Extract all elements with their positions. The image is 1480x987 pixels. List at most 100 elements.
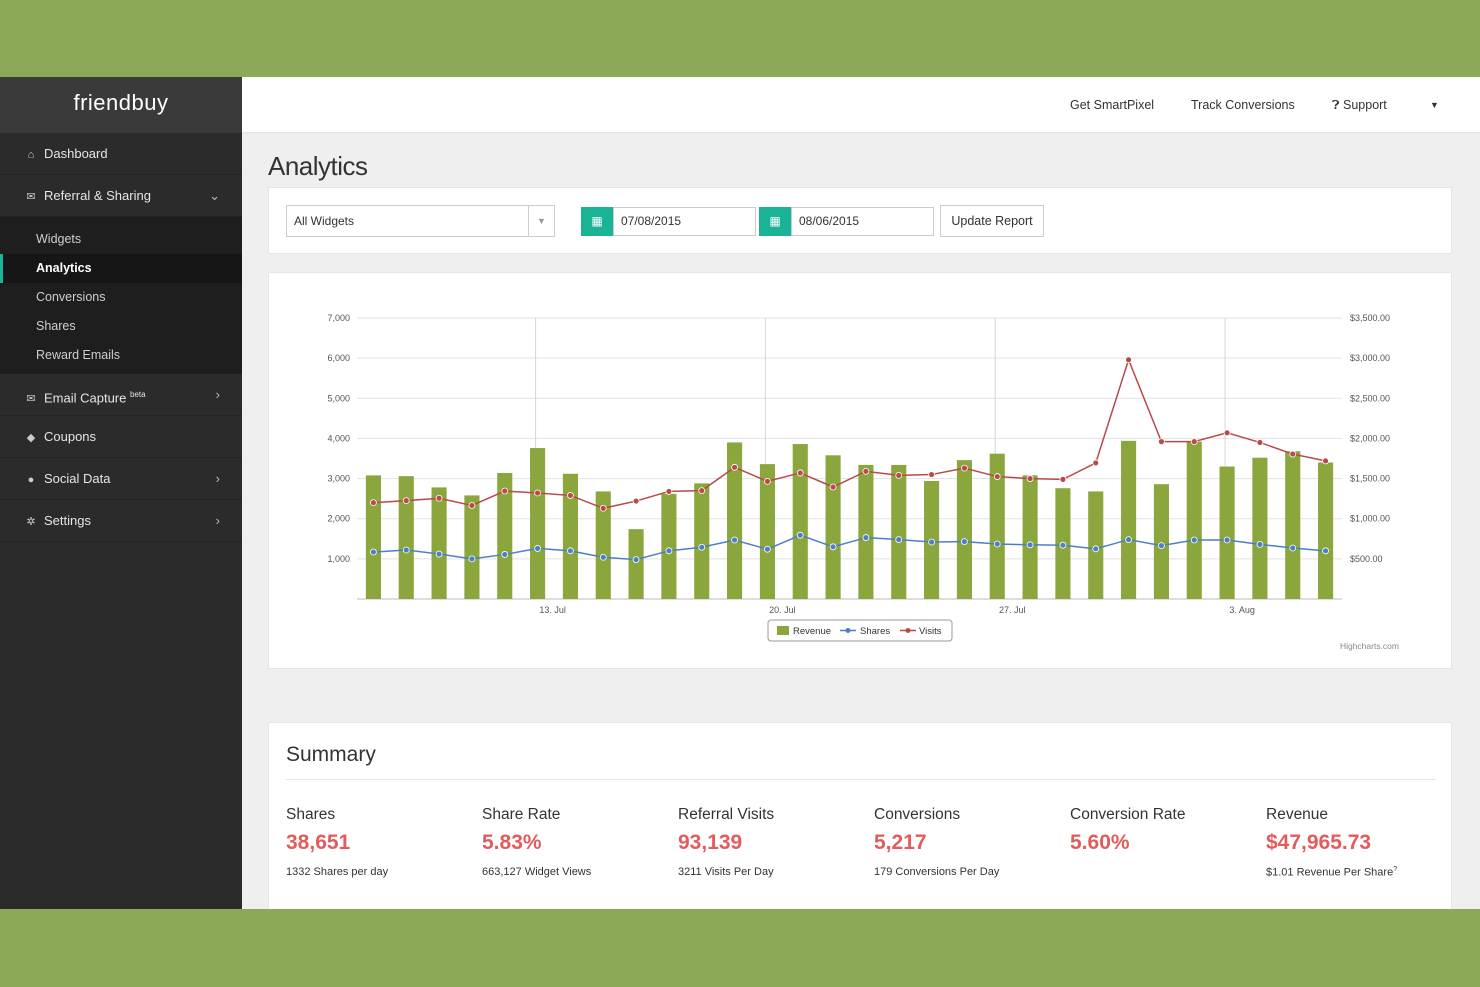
stat-share-rate: Share Rate 5.83% 663,127 Widget Views <box>482 806 672 878</box>
visits-point <box>1289 450 1297 458</box>
sidebar-item-coupons[interactable]: ◆ Coupons <box>0 416 242 458</box>
stat-note: 179 Conversions Per Day <box>874 866 1000 878</box>
brand-logo[interactable]: friendbuy <box>0 77 242 133</box>
start-date-input[interactable]: 07/08/2015 <box>613 207 756 236</box>
revenue-bar <box>365 475 381 599</box>
track-conversions-link[interactable]: Track Conversions <box>1191 98 1295 112</box>
x-tick-label: 13. Jul <box>539 605 566 615</box>
visits-point <box>567 492 574 499</box>
referral-subnav: Widgets Analytics Conversions Shares Rew… <box>0 217 242 374</box>
sidebar-item-email-capture[interactable]: ✉ Email Capture beta › <box>0 374 242 416</box>
visits-point <box>402 497 410 505</box>
visits-point <box>534 489 541 497</box>
sidebar-item-dashboard[interactable]: ⌂ Dashboard <box>0 133 242 175</box>
visits-point <box>764 477 771 485</box>
stat-label: Conversion Rate <box>1070 806 1186 823</box>
revenue-bar <box>562 473 578 599</box>
analytics-chart: 13. Jul 20. Jul 27. Jul 3. Aug 1,000 2,000 3,0… <box>327 313 1399 651</box>
y-left-tick-label: 7,000 <box>327 313 350 323</box>
sidebar-item-analytics[interactable]: Analytics <box>0 254 242 283</box>
x-tick-label: 3. Aug <box>1229 605 1255 615</box>
update-report-button[interactable]: Update Report <box>940 205 1044 237</box>
visits-point <box>862 467 870 475</box>
widget-select[interactable]: All Widgets ▼ <box>286 205 555 237</box>
visits-point <box>796 469 804 477</box>
visits-point <box>665 488 673 495</box>
visits-point <box>993 473 1001 480</box>
shares-point <box>1289 544 1297 552</box>
visits-point <box>1223 429 1231 437</box>
stat-note: $1.01 Revenue Per Share? <box>1266 866 1456 879</box>
stat-conversion-rate: Conversion Rate 5.60% <box>1070 806 1260 866</box>
user-menu-caret[interactable]: ▼ <box>1430 100 1439 110</box>
y-right-tick-label: $1,500.00 <box>1350 474 1390 484</box>
revenue-bar <box>464 495 480 599</box>
sidebar: friendbuy ⌂ Dashboard ✉ Referral & Sharing… <box>0 77 242 909</box>
sidebar-item-label: Dashboard <box>44 146 108 161</box>
visits-point <box>1026 475 1034 482</box>
sidebar-item-label: Settings <box>44 513 91 528</box>
visits-point <box>370 499 377 507</box>
stat-value: 38,651 <box>286 831 351 854</box>
y-left-tick-label: 5,000 <box>327 393 350 403</box>
visits-point <box>698 487 706 495</box>
shares-point <box>1190 536 1198 544</box>
y-left-tick-label: 1,000 <box>327 554 350 564</box>
chevron-right-icon: › <box>215 387 220 402</box>
sidebar-item-label: Email Capture <box>44 390 127 406</box>
calendar-icon[interactable]: ▦ <box>581 207 613 236</box>
y-right-tick-label: $3,000.00 <box>1350 353 1390 363</box>
revenue-bar <box>595 491 611 599</box>
shares-point <box>1322 547 1329 555</box>
comments-icon: ✉ <box>26 191 36 203</box>
visits-point <box>1092 459 1100 467</box>
end-date-input[interactable]: 08/06/2015 <box>791 207 934 236</box>
revenue-bar <box>1121 440 1137 599</box>
stat-value: 5.83% <box>482 831 542 854</box>
stat-note: 663,127 Widget Views <box>482 866 592 878</box>
stat-value: $47,965.73 <box>1266 831 1372 854</box>
app-window: friendbuy ⌂ Dashboard ✉ Referral & Sharing… <box>0 77 1480 909</box>
y-left-tick-label: 2,000 <box>327 514 350 524</box>
sidebar-item-settings[interactable]: ✲ Settings › <box>0 500 242 542</box>
get-smartpixel-link[interactable]: Get SmartPixel <box>1070 98 1155 112</box>
shares-point <box>862 534 870 541</box>
legend-marker-visits <box>905 628 911 633</box>
shares-point <box>599 553 607 561</box>
stat-label: Referral Visits <box>678 806 775 823</box>
visits-point <box>1125 356 1132 364</box>
shares-point <box>665 547 673 555</box>
sidebar-item-social-data[interactable]: ● Social Data › <box>0 458 242 500</box>
sidebar-item-reward-emails[interactable]: Reward Emails <box>36 348 121 362</box>
shares-point <box>1256 541 1264 548</box>
stat-label: Share Rate <box>482 806 561 823</box>
revenue-bar <box>497 472 513 599</box>
visits-point <box>501 487 509 495</box>
shares-point <box>1092 545 1100 553</box>
support-label: Support <box>1343 98 1387 112</box>
sidebar-item-widgets[interactable]: Widgets <box>36 232 82 246</box>
sidebar-item-referral-sharing[interactable]: ✉ Referral & Sharing ⌄ <box>0 175 242 217</box>
chevron-down-icon: ⌄ <box>209 188 220 203</box>
gear-icon: ✲ <box>26 516 36 528</box>
shares-line <box>373 534 1326 561</box>
revenue-bar <box>858 464 874 599</box>
envelope-icon: ✉ <box>26 393 36 406</box>
stat-note-text: $1.01 Revenue Per Share <box>1266 866 1394 879</box>
sidebar-item-shares[interactable]: Shares <box>36 319 76 333</box>
help-marker[interactable]: ? <box>1393 866 1398 873</box>
calendar-icon[interactable]: ▦ <box>759 207 791 236</box>
visits-point <box>1059 475 1067 483</box>
sidebar-item-conversions[interactable]: Conversions <box>36 290 106 304</box>
y-right-tick-label: $1,000.00 <box>1350 514 1390 524</box>
chart-legend <box>767 619 953 642</box>
shares-point <box>993 540 1001 548</box>
visits-point <box>731 463 738 471</box>
widget-select-value: All Widgets <box>294 214 355 228</box>
revenue-bar <box>727 442 743 599</box>
support-link[interactable]: ❓︎ Support <box>1332 77 1387 133</box>
summary-title: Summary <box>286 743 376 766</box>
stat-value: 5,217 <box>874 831 927 854</box>
revenue-bar <box>825 455 841 599</box>
stat-conversions: Conversions 5,217 179 Conversions Per Da… <box>874 806 1064 878</box>
